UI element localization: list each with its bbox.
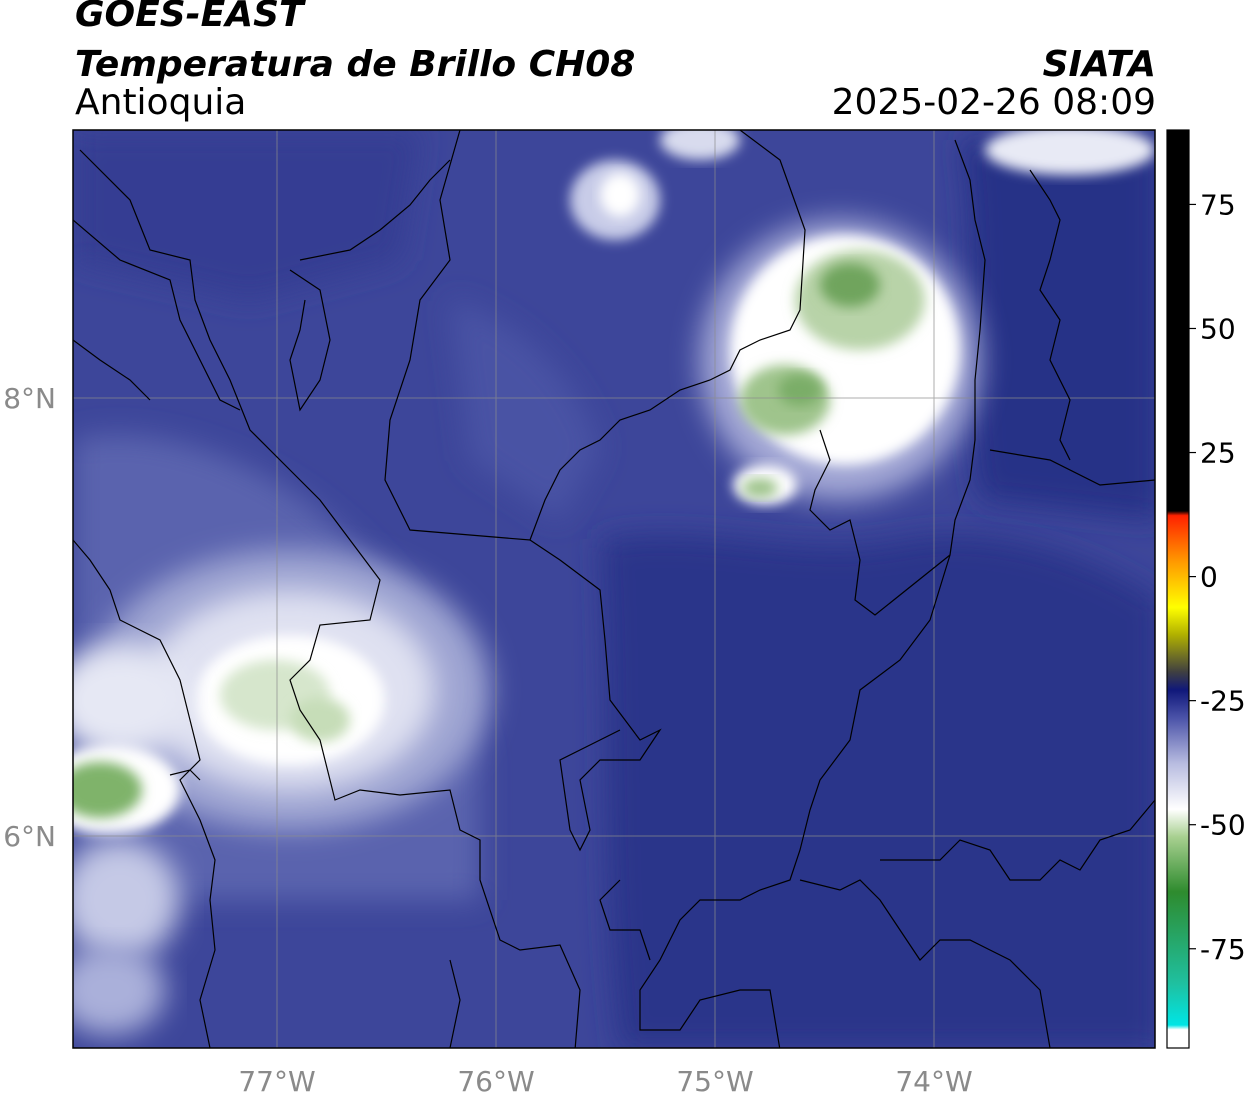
colorbar-tick-label: 75 <box>1200 188 1236 221</box>
timestamp-label: 2025-02-26 08:09 <box>831 82 1156 123</box>
agency-label: SIATA <box>1042 44 1156 85</box>
lat-label-6n: 6°N <box>3 820 56 853</box>
satellite-title: GOES-EAST <box>75 0 304 35</box>
region-label: Antioquia <box>75 82 247 123</box>
lon-label-74w: 74°W <box>895 1065 972 1098</box>
political-borders <box>73 130 1155 1048</box>
colorbar-tick-label: -50 <box>1200 809 1246 842</box>
colorbar-tick-label: 25 <box>1200 437 1236 470</box>
map-frame <box>72 129 1156 1049</box>
brightness-temperature-field <box>73 130 1155 1048</box>
lat-label-8n: 8°N <box>3 382 56 415</box>
colorbar-tick-label: -25 <box>1200 685 1246 718</box>
lon-label-77w: 77°W <box>238 1065 315 1098</box>
colorbar-tick-label: 50 <box>1200 312 1236 345</box>
product-title: Temperatura de Brillo CH08 <box>75 44 636 85</box>
colorbar-gradient <box>1166 129 1190 1049</box>
colorbar-tick-label: -75 <box>1200 933 1246 966</box>
lon-label-75w: 75°W <box>676 1065 753 1098</box>
colorbar: 75 50 25 0 -25 -50 -75 <box>1166 129 1246 1049</box>
lon-label-76w: 76°W <box>457 1065 534 1098</box>
colorbar-tick-label: 0 <box>1200 561 1218 594</box>
